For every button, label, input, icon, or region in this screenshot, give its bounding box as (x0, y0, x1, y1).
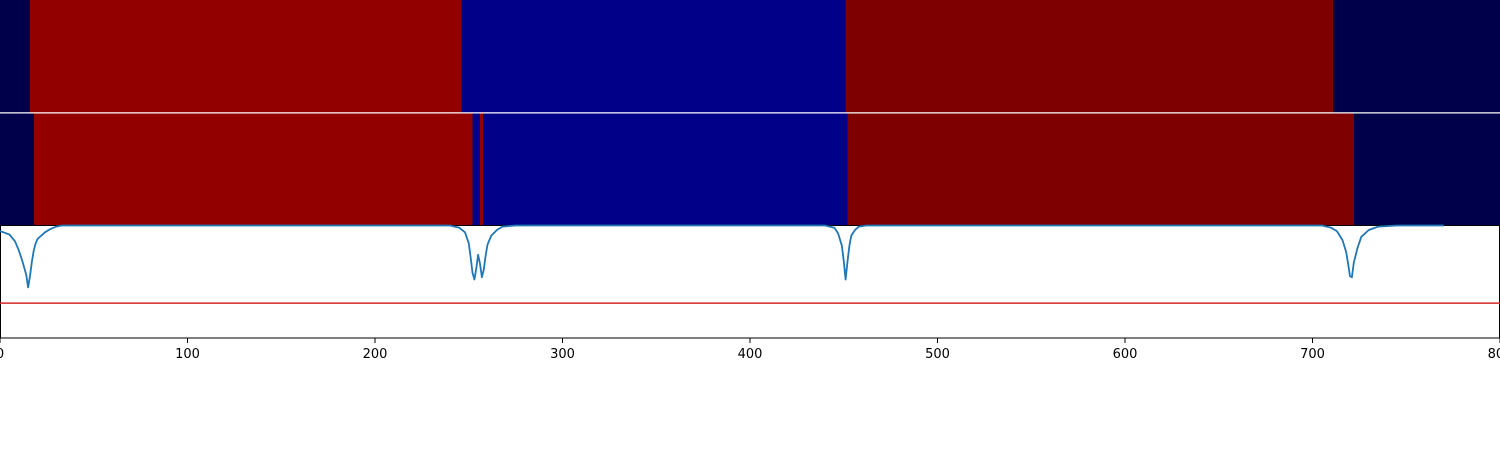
top-segmentation-panel (0, 0, 1500, 113)
x-tick-label-800: 800 (1488, 347, 1500, 362)
x-tick-label-100: 100 (175, 347, 200, 362)
x-tick-label-700: 700 (1300, 347, 1325, 362)
x-tick-label-300: 300 (550, 347, 575, 362)
signal-panel-frame (1, 226, 1500, 339)
middle-segmentation-panel (0, 114, 1500, 226)
middle-segment-0 (0, 114, 34, 226)
x-tick-label-0: 0 (0, 347, 4, 362)
signal-panel (0, 226, 1500, 339)
middle-segment-4 (483, 114, 848, 226)
middle-segment-5 (848, 114, 1354, 226)
x-axis: 0 100 200 300 400 500 600 700 800 (0, 338, 1500, 362)
middle-segment-1 (34, 114, 473, 226)
x-tick-label-500: 500 (925, 347, 950, 362)
x-tick-label-400: 400 (738, 347, 763, 362)
top-segment-2 (461, 0, 845, 113)
middle-segment-6 (1354, 114, 1500, 226)
top-segment-1 (30, 0, 461, 113)
top-segment-3 (846, 0, 1334, 113)
top-segment-4 (1333, 0, 1500, 113)
top-segment-0 (0, 0, 30, 113)
middle-segment-3 (480, 114, 483, 226)
middle-segment-2 (473, 114, 481, 226)
x-tick-label-200: 200 (363, 347, 388, 362)
x-tick-label-600: 600 (1113, 347, 1138, 362)
